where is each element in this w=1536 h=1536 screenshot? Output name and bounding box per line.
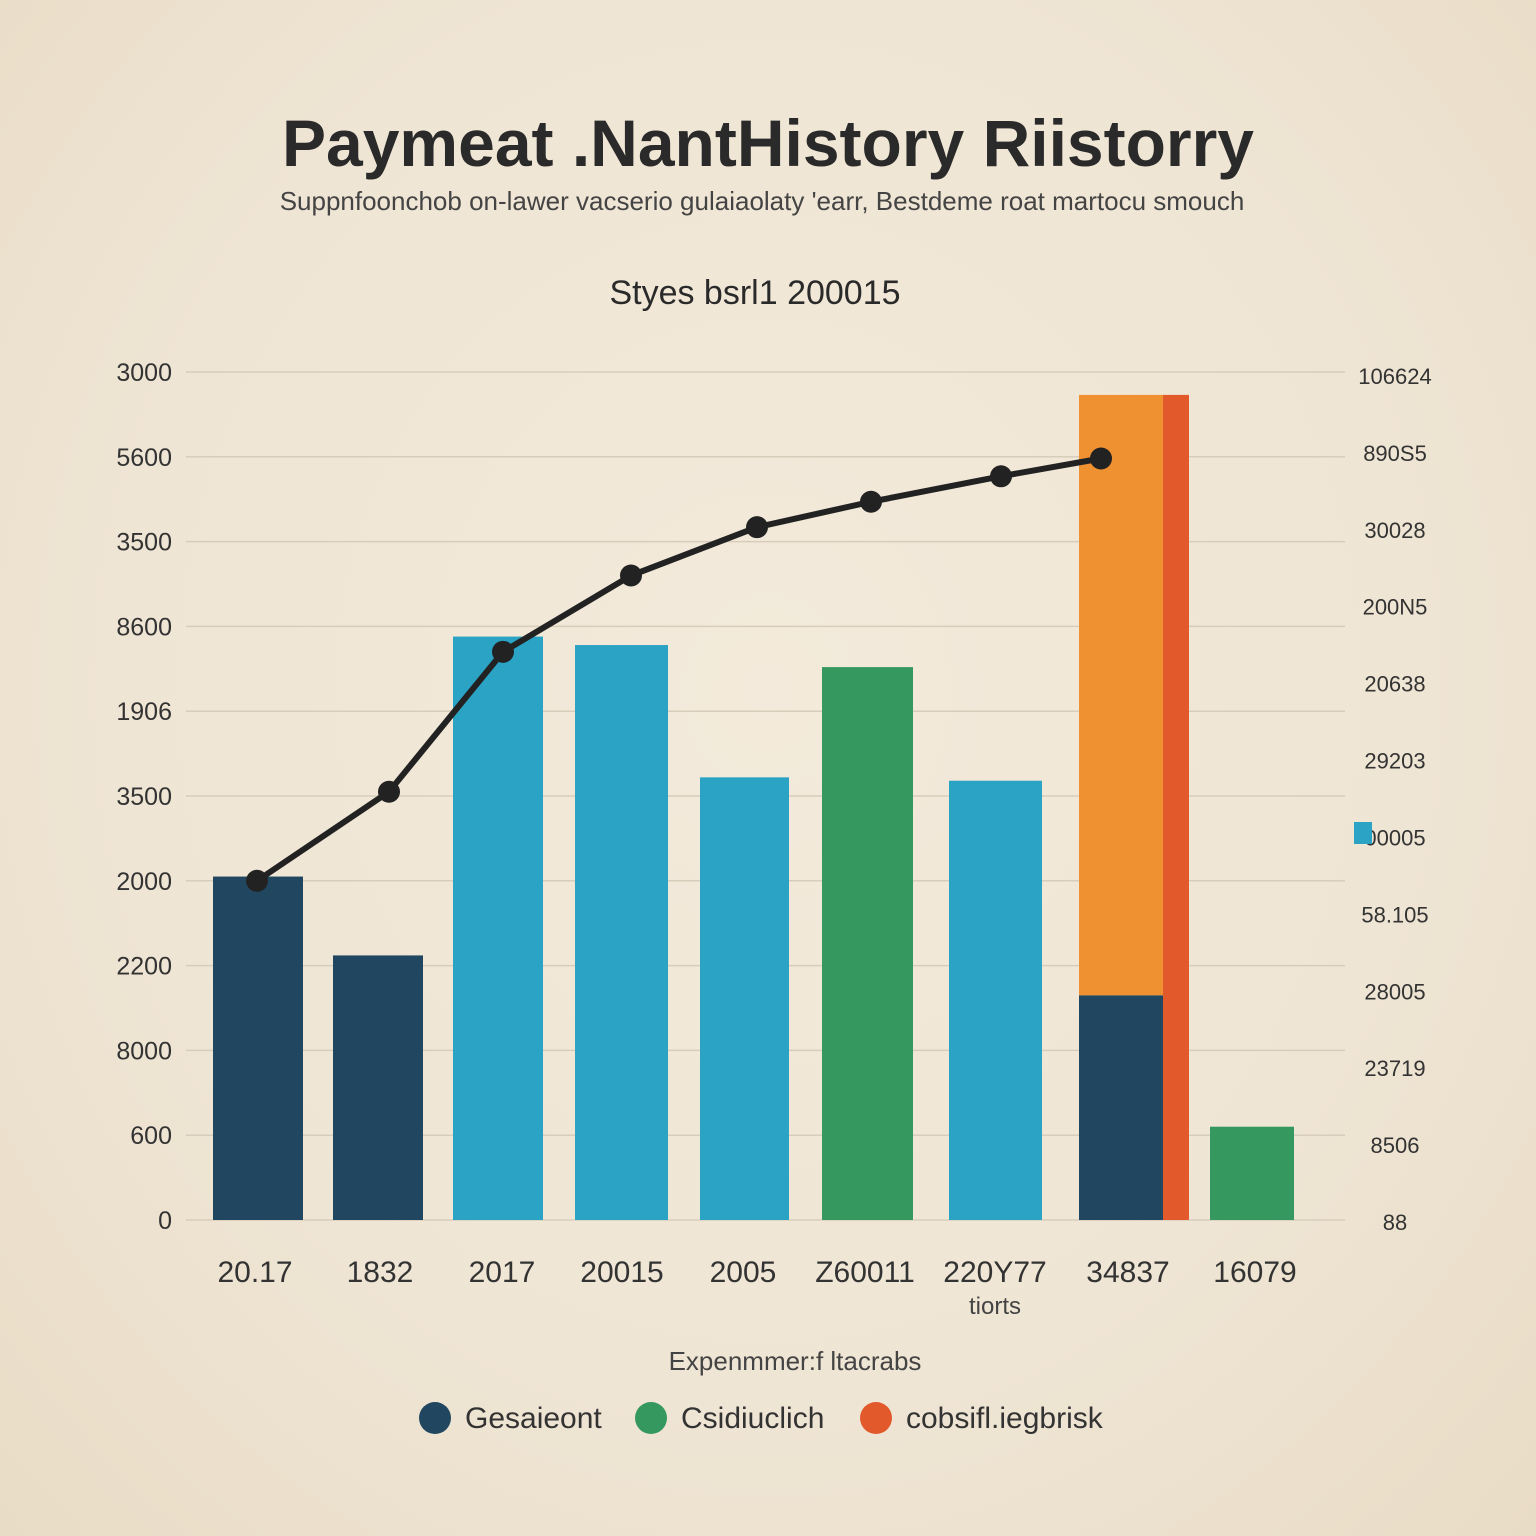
y-tick-label-left: 1906 [116, 698, 172, 726]
bar [1210, 1126, 1294, 1220]
bar [822, 667, 913, 1220]
x-axis: 20.17 1832 2017 20015 2005 Z60011 220Y77 tiorts… [217, 1256, 1296, 1320]
x-tick-label: 34837 [1086, 1256, 1169, 1289]
bar [700, 777, 789, 1220]
line-point [990, 465, 1012, 488]
y-axis-right: 88 8506 23719 28005 58.105 00005 29203 20638 200… [1354, 364, 1432, 1235]
y-tick-label-left: 3000 [116, 359, 172, 387]
legend: Gesaieont Csidiuclich cobsifl.iegbrisk [419, 1402, 1104, 1435]
x-tick-label: 20015 [580, 1256, 663, 1289]
x-tick-sublabel: tiorts [969, 1293, 1021, 1320]
line-point [620, 564, 642, 587]
x-tick-label: 2005 [710, 1256, 777, 1289]
y-tick-label-left: 3500 [116, 529, 172, 557]
x-tick-label: 16079 [1213, 1256, 1296, 1289]
trend-line-path [254, 455, 1104, 884]
bar [333, 955, 423, 1220]
y-axis-left: 0 600 8000 2200 2000 3500 1906 8600 3500 5600 3000 [116, 359, 172, 1235]
y-tick-label-right: 88 [1383, 1210, 1407, 1235]
y-tick-label-right: 29203 [1364, 749, 1425, 774]
y-tick-label-left: 0 [158, 1207, 172, 1235]
y-tick-label-right: 23719 [1364, 1056, 1425, 1081]
bars [213, 394, 1294, 1220]
legend-label: cobsifl.iegbrisk [906, 1402, 1104, 1435]
line-point [860, 490, 882, 513]
y-tick-label-right: 00005 [1364, 825, 1425, 850]
legend-swatch [419, 1402, 451, 1434]
y-tick-label-left: 5600 [116, 444, 172, 472]
y-tick-label-left: 8000 [116, 1037, 172, 1065]
line-point [378, 780, 400, 803]
legend-swatch [860, 1402, 892, 1434]
chart-subtitle: Suppnfoonchob on-lawer vacserio gulaiaol… [280, 186, 1245, 216]
y-tick-label-left: 2000 [116, 868, 172, 896]
bar [949, 780, 1042, 1220]
line-point [1090, 447, 1112, 470]
bar [1079, 394, 1163, 996]
y-tick-label-right: 890S5 [1363, 441, 1427, 466]
y-tick-label-right: 28005 [1364, 979, 1425, 1004]
y-tick-label-left: 3500 [116, 783, 172, 811]
legend-swatch [635, 1402, 667, 1434]
line-point [746, 516, 768, 539]
x-tick-label: Z60011 [815, 1256, 915, 1289]
bar [1079, 995, 1163, 1220]
line-point [246, 869, 268, 892]
x-tick-label: 220Y77 [943, 1256, 1046, 1289]
x-axis-label: Expenmmer:f ltacrabs [669, 1346, 922, 1376]
y-tick-label-left: 600 [130, 1122, 172, 1150]
bar-side [1163, 394, 1189, 1220]
bar [575, 645, 668, 1220]
legend-label: Gesaieont [465, 1402, 602, 1435]
trend-line [246, 447, 1112, 892]
bar [213, 876, 303, 1220]
y-tick-label-right: 58.105 [1361, 902, 1428, 927]
line-point [492, 640, 514, 663]
y-tick-label-right: 20638 [1364, 672, 1425, 697]
x-tick-label: 2017 [469, 1256, 536, 1289]
bar [453, 636, 543, 1220]
legend-label: Csidiuclich [681, 1402, 824, 1435]
y-tick-label-right: 200N5 [1363, 595, 1428, 620]
chart-main-title: Paymeat .NantHistory Riistorry [282, 106, 1254, 180]
right-axis-marker [1354, 822, 1372, 844]
y-tick-label-left: 2200 [116, 953, 172, 981]
x-tick-label: 20.17 [217, 1256, 292, 1289]
y-tick-label-left: 8600 [116, 613, 172, 641]
y-tick-label-right: 30028 [1364, 518, 1425, 543]
y-tick-label-right: 8506 [1371, 1133, 1420, 1158]
chart-secondary-title: Styes bsrl1 200015 [609, 274, 900, 312]
y-tick-label-right: 106624 [1358, 364, 1431, 389]
x-tick-label: 1832 [347, 1256, 414, 1289]
